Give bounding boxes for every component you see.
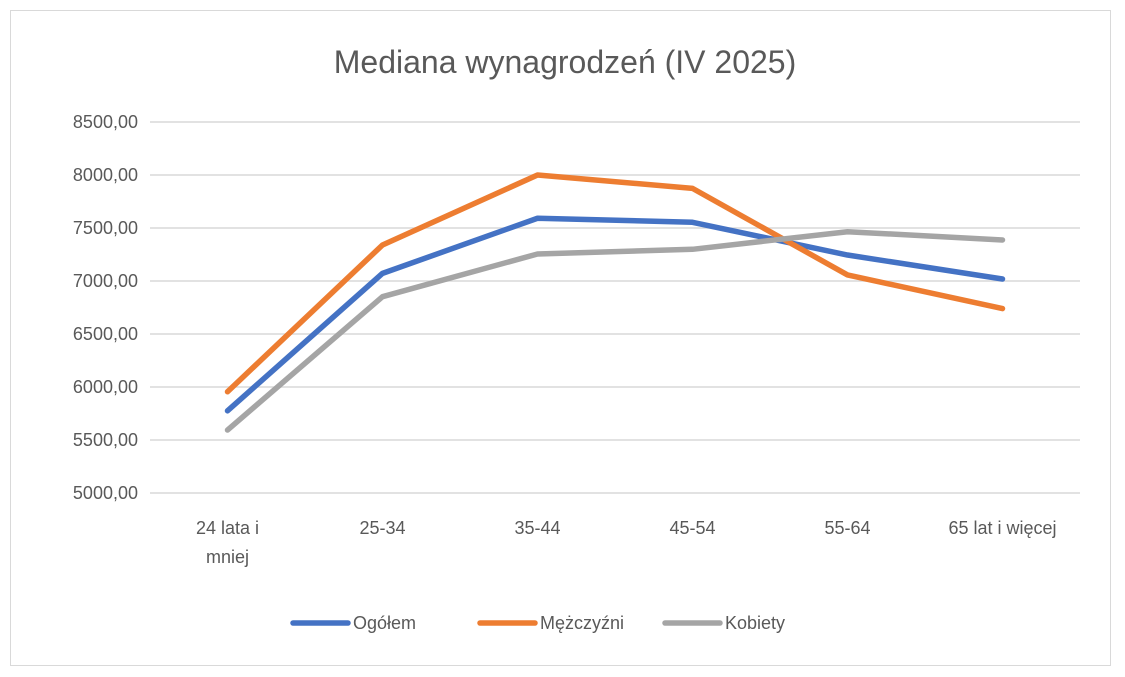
x-tick-label: 55-64	[824, 518, 870, 538]
series-line-mężczyźni	[224, 172, 1006, 395]
chart-frame	[10, 10, 1111, 666]
legend-label: Mężczyźni	[540, 613, 624, 633]
series-line-ogółem	[224, 215, 1006, 414]
chart-title: Mediana wynagrodzeń (IV 2025)	[334, 44, 797, 80]
y-tick-label: 8500,00	[73, 112, 138, 132]
y-tick-label: 6000,00	[73, 377, 138, 397]
y-tick-label: 5500,00	[73, 430, 138, 450]
x-tick-label: 45-54	[669, 518, 715, 538]
legend-label: Kobiety	[725, 613, 785, 633]
y-tick-label: 7500,00	[73, 218, 138, 238]
y-tick-label: 6500,00	[73, 324, 138, 344]
x-tick-label: 24 lata i	[196, 518, 259, 538]
x-tick-label: mniej	[206, 547, 249, 567]
legend-label: Ogółem	[353, 613, 416, 633]
x-tick-label: 65 lat i więcej	[948, 518, 1056, 538]
x-tick-label: 35-44	[514, 518, 560, 538]
series-line-kobiety	[224, 228, 1006, 433]
y-tick-label: 5000,00	[73, 483, 138, 503]
y-tick-label: 8000,00	[73, 165, 138, 185]
y-tick-label: 7000,00	[73, 271, 138, 291]
x-tick-label: 25-34	[359, 518, 405, 538]
